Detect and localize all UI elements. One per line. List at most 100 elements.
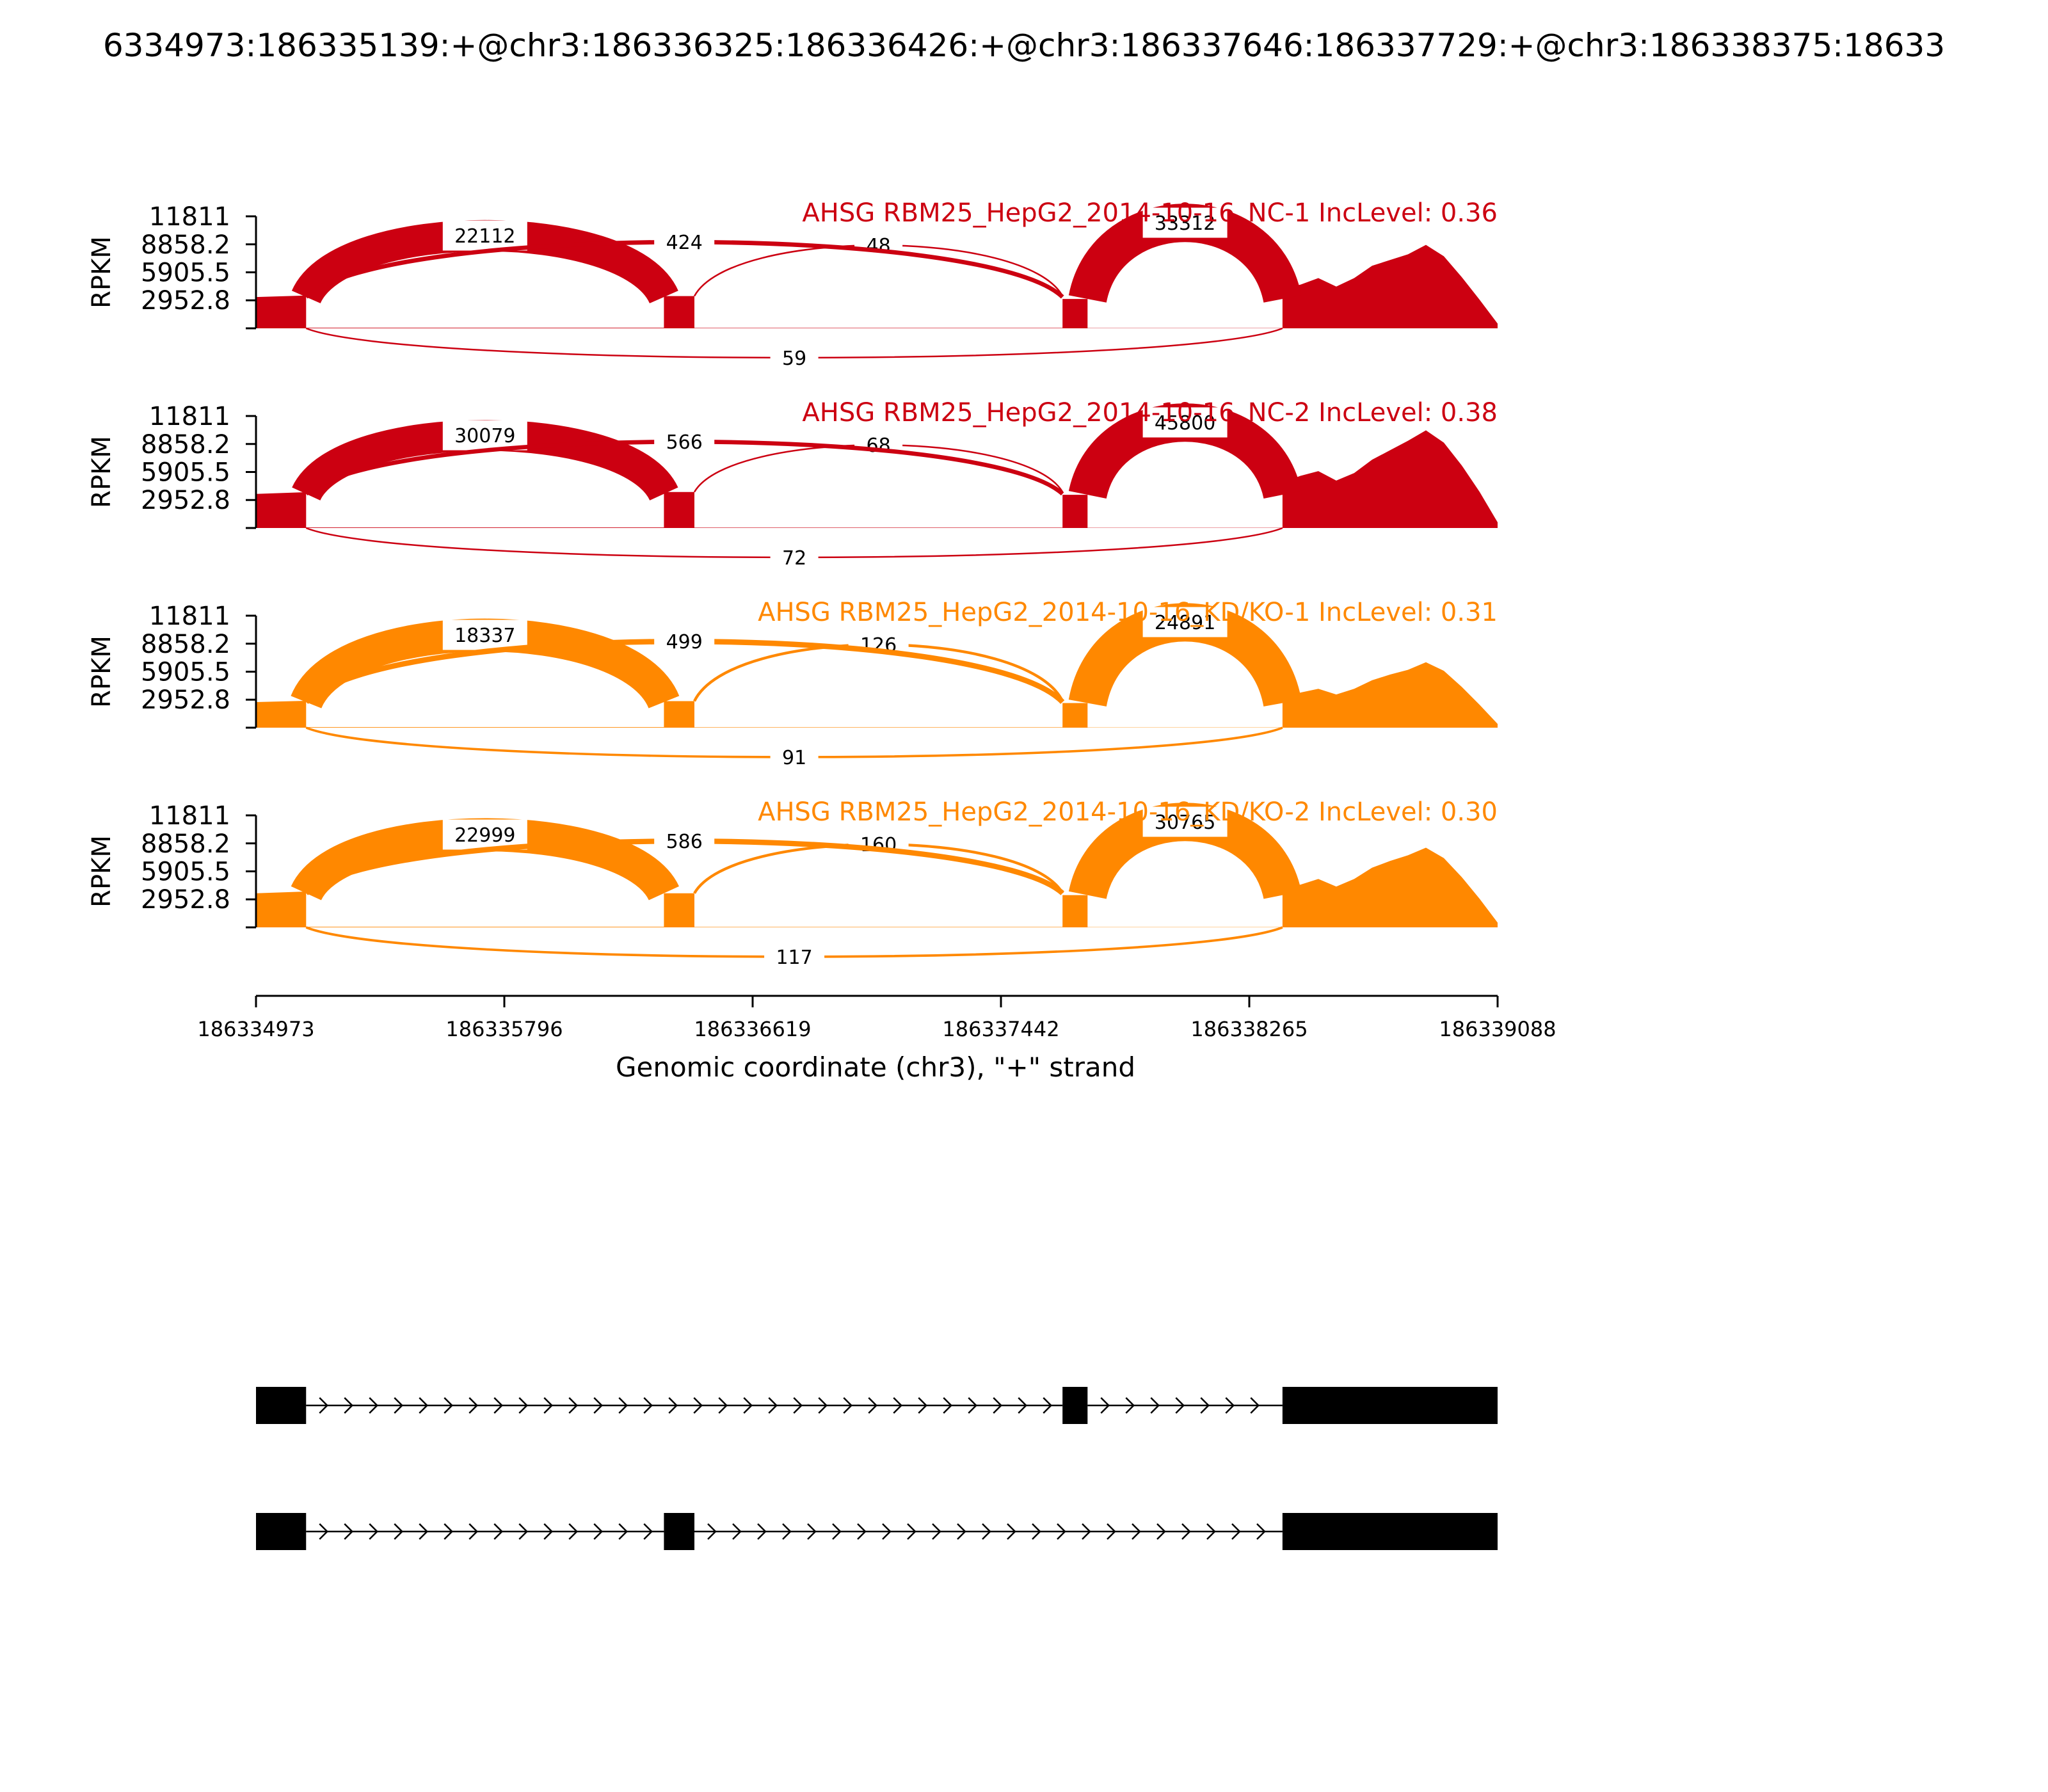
junction-count-label: 68 [867,435,891,457]
strand-arrow-icon [693,1397,703,1414]
junction-count-label: 22112 [454,225,515,248]
strand-arrow-icon [718,1397,728,1414]
strand-arrow-icon [707,1523,717,1540]
strand-arrow-icon [818,1397,828,1414]
junction-count-label: 424 [666,232,703,254]
exon-block [664,1513,695,1550]
strand-arrow-icon [344,1397,354,1414]
strand-arrow-icon [843,1397,853,1414]
y-tick-label: 2952.8 [141,286,230,316]
strand-arrow-icon [618,1523,628,1540]
junction-count-label: 59 [782,348,806,370]
strand-arrow-icon [1225,1397,1235,1414]
strand-arrow-icon [319,1523,329,1540]
strand-arrow-icon [768,1397,778,1414]
junction-label-box [654,626,715,657]
y-tick-label: 11811 [149,202,230,232]
junction-count-label: 30079 [454,425,515,447]
junction-count-label: 117 [776,947,812,969]
strand-arrow-icon [394,1523,404,1540]
sample-panel: 30079 68 566 45800 72 AHSG RBM25_HepG2_2014-1… [87,398,1498,573]
strand-arrow-icon [444,1397,454,1414]
strand-arrow-icon [593,1397,604,1414]
strand-arrow-icon [943,1397,953,1414]
junction-label-box [764,941,825,972]
coverage-area [256,244,1498,328]
strand-arrow-icon [369,1397,379,1414]
strand-arrow-icon [568,1397,579,1414]
junction-label-box [654,826,715,856]
strand-arrow-icon [468,1523,479,1540]
junction-count-label: 91 [782,747,806,769]
exon-block [1282,1513,1498,1550]
strand-arrow-icon [369,1523,379,1540]
strand-arrow-icon [932,1523,941,1540]
strand-arrow-icon [468,1397,479,1414]
strand-arrow-icon [1107,1523,1116,1540]
strand-arrow-icon [668,1397,678,1414]
strand-arrow-icon [757,1523,767,1540]
junction-label-box [854,230,903,260]
strand-arrow-icon [1175,1397,1185,1414]
junction-label-box [1142,607,1228,637]
strand-arrow-icon [782,1523,792,1540]
y-tick-label: 2952.8 [141,885,230,915]
strand-arrow-icon [832,1523,842,1540]
exon-block [1062,1387,1088,1424]
y-tick-label: 8858.2 [141,430,230,460]
strand-arrow-icon [968,1397,978,1414]
strand-arrow-icon [419,1397,429,1414]
x-tick-label: 186334973 [197,1017,314,1041]
strand-arrow-icon [868,1397,878,1414]
junction-label-box [1142,407,1228,438]
junction-count-label: 30765 [1155,812,1215,834]
strand-arrow-icon [1256,1523,1266,1540]
coverage-area [256,430,1498,528]
exon-block [256,1513,307,1550]
junction-count-label: 33312 [1155,212,1215,235]
strand-arrow-icon [1007,1523,1016,1540]
genomic-x-axis: Genomic coordinate (chr3), "+" strand 18… [197,995,1556,1083]
junction-label-box [654,227,715,257]
y-tick-label: 5905.5 [141,858,230,887]
y-tick-label: 8858.2 [141,230,230,260]
strand-arrow-icon [593,1523,604,1540]
junction-label-box [770,742,819,772]
y-tick-label: 8858.2 [141,630,230,659]
y-tick-label: 2952.8 [141,685,230,715]
x-tick-label: 186335796 [445,1017,563,1041]
junction-label-box [1142,207,1228,238]
isoform-track [256,1513,1498,1550]
junction-count-label: 566 [666,431,703,454]
exon-block [1282,1387,1498,1424]
strand-arrow-icon [1132,1523,1141,1540]
strand-arrow-icon [419,1523,429,1540]
panel-title: AHSG RBM25_HepG2_2014-10-16_KD/KO-1 IncL… [758,598,1498,627]
panel-title: AHSG RBM25_HepG2_2014-10-16_NC-1 IncLeve… [802,198,1498,228]
strand-arrow-icon [518,1397,529,1414]
junction-label-box [654,426,715,457]
strand-arrow-icon [518,1523,529,1540]
strand-arrow-icon [1156,1523,1166,1540]
strand-arrow-icon [1206,1523,1216,1540]
strand-arrow-icon [1181,1523,1191,1540]
strand-arrow-icon [1043,1397,1053,1414]
y-tick-label: 2952.8 [141,486,230,515]
strand-arrow-icon [643,1397,653,1414]
strand-arrow-icon [743,1397,753,1414]
x-tick-label: 186338265 [1190,1017,1308,1041]
exon-block [256,1387,307,1424]
figure-title: 6334973:186335139:+@chr3:186336325:18633… [103,27,1945,64]
y-tick-label: 11811 [149,801,230,831]
strand-arrow-icon [1250,1397,1260,1414]
junction-label-box [770,542,819,573]
y-tick-label: 11811 [149,602,230,631]
junction-label-box [848,829,909,860]
junction-count-label: 24891 [1155,612,1215,634]
x-tick-label: 186337442 [942,1017,1059,1041]
isoform-track [256,1387,1498,1424]
strand-arrow-icon [643,1523,653,1540]
